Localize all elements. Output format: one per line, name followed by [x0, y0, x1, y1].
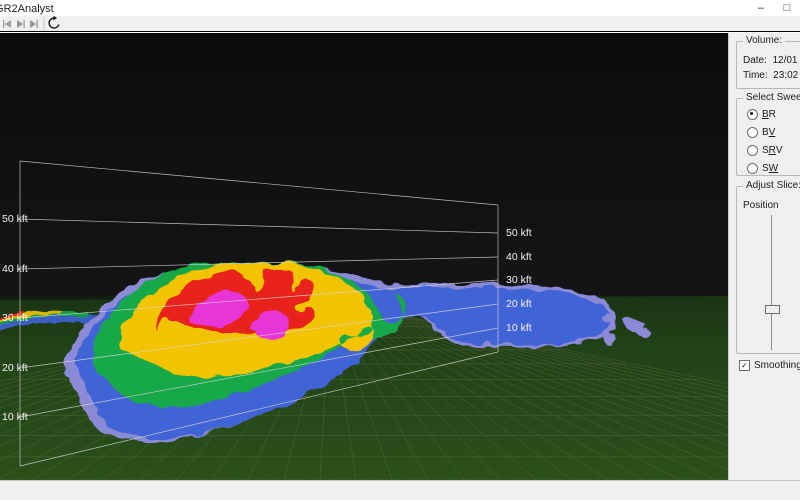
svg-text:20 kft: 20 kft: [2, 362, 28, 374]
svg-text:50 kft: 50 kft: [506, 227, 532, 239]
svg-text:30 kft: 30 kft: [2, 312, 28, 324]
svg-text:10 kft: 10 kft: [2, 411, 28, 423]
svg-text:40 kft: 40 kft: [2, 263, 28, 275]
svg-text:20 kft: 20 kft: [506, 298, 532, 310]
svg-text:50 kft: 50 kft: [2, 213, 28, 225]
svg-text:40 kft: 40 kft: [506, 251, 532, 263]
svg-text:10 kft: 10 kft: [506, 322, 532, 334]
svg-text:30 kft: 30 kft: [506, 274, 532, 286]
